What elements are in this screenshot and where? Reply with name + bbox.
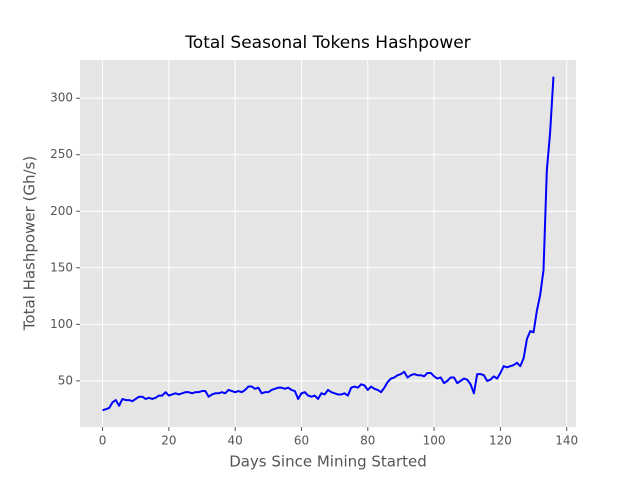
grid: [80, 60, 576, 427]
x-tick-label: 0: [99, 434, 107, 448]
y-tick-label: 150: [50, 260, 73, 274]
plot-area: [80, 60, 576, 427]
x-tick-label: 40: [228, 434, 243, 448]
x-tick-label: 100: [423, 434, 446, 448]
y-tick-label: 300: [50, 91, 73, 105]
line-series: [102, 76, 555, 412]
x-tick-label: 140: [555, 434, 578, 448]
y-tick-label: 100: [50, 317, 73, 331]
x-tick-label: 80: [360, 434, 375, 448]
y-tick-label: 250: [50, 147, 73, 161]
x-tick-label: 20: [161, 434, 176, 448]
y-tick-label: 50: [58, 373, 73, 387]
x-tick-label: 60: [294, 434, 309, 448]
chart-title: Total Seasonal Tokens Hashpower: [184, 33, 470, 53]
y-tick-label: 200: [50, 204, 73, 218]
x-axis-label: Days Since Mining Started: [229, 453, 427, 471]
y-axis-label: Total Hashpower (Gh/s): [21, 156, 39, 331]
x-tick-label: 120: [489, 434, 512, 448]
marks: [102, 76, 555, 412]
